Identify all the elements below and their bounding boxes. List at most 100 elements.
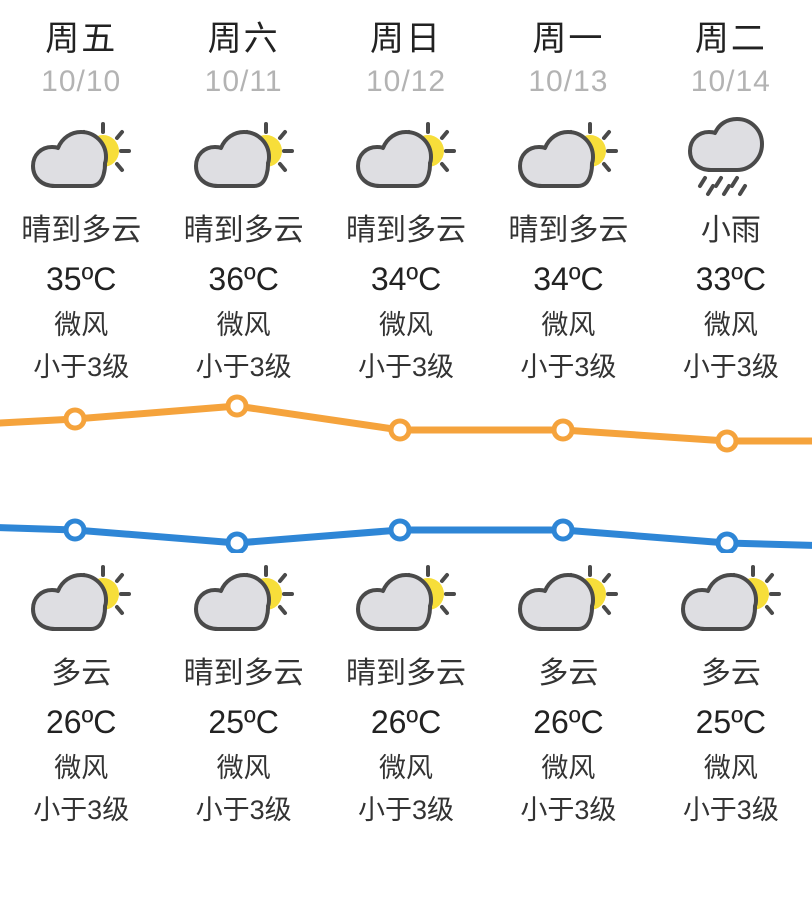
day-temperature-label: 34ºC	[533, 261, 604, 297]
day-wind-label: 微风	[703, 310, 758, 340]
night-detail-cell-3: 多云 26ºC 微风 小于3级	[487, 651, 649, 831]
date-label: 10/13	[528, 65, 609, 98]
night-condition-label: 多云	[700, 657, 761, 690]
day-icon-cell-0	[0, 116, 162, 200]
forecast-column-1[interactable]: 周六 10/11	[162, 16, 324, 102]
low-temp-point	[388, 518, 412, 542]
day-icon-cell-3	[487, 116, 649, 200]
low-temp-point	[63, 518, 87, 542]
day-temperature-label: 34ºC	[370, 261, 442, 297]
day-wind-level-label: 小于3级	[520, 352, 617, 382]
night-detail-cell-1: 晴到多云 25ºC 微风 小于3级	[162, 651, 324, 831]
night-detail-cell-0: 多云 26ºC 微风 小于3级	[0, 651, 162, 831]
high-temp-point	[551, 418, 575, 442]
high-temp-point	[225, 394, 249, 418]
night-detail-cell-2: 晴到多云 26ºC 微风 小于3级	[325, 651, 487, 831]
day-temperature-label: 33ºC	[695, 261, 767, 297]
low-temp-point	[715, 531, 739, 553]
night-wind-label: 微风	[54, 753, 109, 783]
night-temperature-label: 25ºC	[208, 704, 279, 740]
day-icon-row	[0, 102, 812, 206]
sun-behind-cloud-icon	[350, 116, 462, 200]
forecast-column-0[interactable]: 周五 10/10	[0, 16, 162, 102]
day-condition-label: 晴到多云	[21, 214, 142, 247]
temperature-trend-svg	[0, 394, 812, 553]
night-temperature-label: 26ºC	[370, 704, 442, 740]
day-wind-label: 微风	[216, 310, 271, 340]
high-temp-point	[715, 429, 739, 453]
sun-behind-cloud-icon	[512, 116, 624, 200]
night-temperature-label: 26ºC	[46, 704, 117, 740]
night-wind-label: 微风	[379, 753, 434, 783]
sun-behind-cloud-icon	[188, 559, 300, 643]
night-condition-label: 晴到多云	[183, 657, 304, 690]
forecast-column-2[interactable]: 周日 10/12	[325, 16, 487, 102]
low-temp-point	[551, 518, 575, 542]
night-wind-level-label: 小于3级	[682, 795, 779, 825]
night-wind-level-label: 小于3级	[520, 795, 617, 825]
day-icon-cell-1	[162, 116, 324, 200]
night-condition-label: 多云	[51, 657, 112, 690]
night-wind-label: 微风	[703, 753, 758, 783]
day-condition-label: 晴到多云	[183, 214, 304, 247]
night-icon-cell-4	[650, 559, 812, 643]
day-temperature-label: 36ºC	[208, 261, 279, 297]
sun-behind-cloud-icon	[512, 559, 624, 643]
forecast-header-row: 周五 10/10 周六 10/11 周日 10/12 周一 10/13 周二 1…	[0, 0, 812, 102]
low-temp-point	[225, 531, 249, 553]
night-condition-label: 多云	[538, 657, 599, 690]
day-detail-cell-0: 晴到多云 35ºC 微风 小于3级	[0, 208, 162, 388]
sun-behind-cloud-icon	[25, 116, 137, 200]
weekday-label: 周一	[532, 20, 605, 58]
night-wind-level-label: 小于3级	[358, 795, 455, 825]
light-rain-icon	[675, 116, 787, 200]
day-detail-cell-3: 晴到多云 34ºC 微风 小于3级	[487, 208, 649, 388]
day-detail-cell-2: 晴到多云 34ºC 微风 小于3级	[325, 208, 487, 388]
day-detail-cell-1: 晴到多云 36ºC 微风 小于3级	[162, 208, 324, 388]
high-temp-point	[388, 418, 412, 442]
night-wind-level-label: 小于3级	[33, 795, 130, 825]
day-condition-label: 晴到多云	[346, 214, 467, 247]
day-detail-row: 晴到多云 35ºC 微风 小于3级 晴到多云 36ºC 微风 小于3级 晴到多云…	[0, 206, 812, 388]
night-temperature-label: 25ºC	[695, 704, 767, 740]
sun-behind-cloud-icon	[25, 559, 137, 643]
night-icon-row	[0, 553, 812, 647]
high-temp-point	[63, 407, 87, 431]
night-icon-cell-2	[325, 559, 487, 643]
night-detail-row: 多云 26ºC 微风 小于3级 晴到多云 25ºC 微风 小于3级 晴到多云 2…	[0, 647, 812, 831]
night-temperature-label: 26ºC	[533, 704, 604, 740]
night-detail-cell-4: 多云 25ºC 微风 小于3级	[650, 651, 812, 831]
day-wind-label: 微风	[54, 310, 109, 340]
night-wind-level-label: 小于3级	[195, 795, 292, 825]
night-wind-label: 微风	[216, 753, 271, 783]
night-condition-label: 晴到多云	[346, 657, 467, 690]
sun-behind-cloud-icon	[350, 559, 462, 643]
date-label: 10/14	[690, 65, 771, 98]
day-wind-level-label: 小于3级	[682, 352, 779, 382]
night-icon-cell-1	[162, 559, 324, 643]
day-wind-level-label: 小于3级	[195, 352, 292, 382]
forecast-column-4[interactable]: 周二 10/14	[650, 16, 812, 102]
day-wind-label: 微风	[379, 310, 434, 340]
date-label: 10/10	[41, 65, 122, 98]
weekday-label: 周六	[207, 20, 280, 58]
sun-behind-cloud-icon	[675, 559, 787, 643]
day-temperature-label: 35ºC	[46, 261, 117, 297]
day-icon-cell-4	[650, 116, 812, 200]
weekday-label: 周二	[694, 20, 767, 58]
day-condition-label: 小雨	[700, 214, 761, 247]
night-wind-label: 微风	[541, 753, 596, 783]
day-wind-level-label: 小于3级	[33, 352, 130, 382]
day-detail-cell-4: 小雨 33ºC 微风 小于3级	[650, 208, 812, 388]
night-icon-cell-0	[0, 559, 162, 643]
forecast-column-3[interactable]: 周一 10/13	[487, 16, 649, 102]
sun-behind-cloud-icon	[188, 116, 300, 200]
day-wind-label: 微风	[541, 310, 596, 340]
day-condition-label: 晴到多云	[508, 214, 629, 247]
day-icon-cell-2	[325, 116, 487, 200]
weekday-label: 周五	[45, 20, 118, 58]
date-label: 10/11	[204, 65, 283, 98]
date-label: 10/12	[365, 65, 447, 98]
weekday-label: 周日	[370, 20, 443, 58]
